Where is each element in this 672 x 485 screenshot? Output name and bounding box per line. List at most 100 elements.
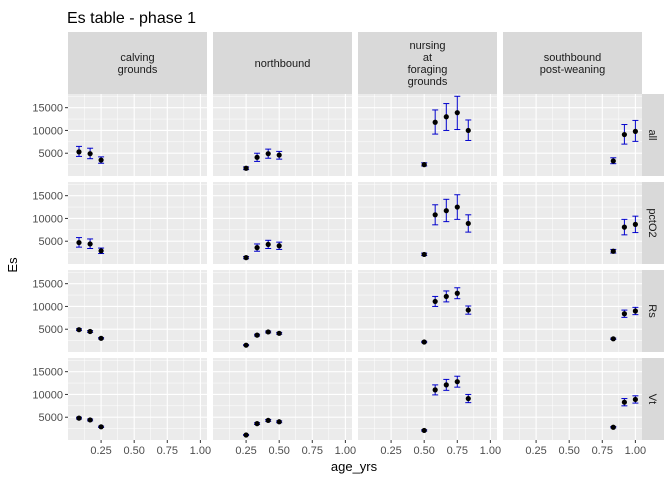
y-tick-label: 5000 xyxy=(39,236,63,248)
panel-Rs-calving xyxy=(68,270,207,352)
data-point xyxy=(276,419,282,425)
facet-strip-label-calving: calving xyxy=(120,52,154,64)
data-point xyxy=(632,308,638,314)
data-point xyxy=(87,241,93,247)
data-point xyxy=(632,221,638,227)
x-tick-label: 0.75 xyxy=(302,445,323,457)
row-strip-Rs xyxy=(642,270,664,352)
facet-strip-label-nursing: at xyxy=(423,52,432,64)
facet-strip-northbound xyxy=(213,32,352,94)
y-tick-label: 10000 xyxy=(32,389,63,401)
facet-strip-label-northbound: northbound xyxy=(255,58,311,70)
y-axis-label: Es xyxy=(5,257,20,273)
x-tick-label: 0.25 xyxy=(90,445,111,457)
x-tick-label: 0.75 xyxy=(447,445,468,457)
data-point xyxy=(610,158,616,164)
panel-all-calving xyxy=(68,94,207,176)
x-tick-label: 1.00 xyxy=(625,445,646,457)
data-point xyxy=(421,427,427,434)
data-point xyxy=(621,224,627,230)
data-point xyxy=(443,114,449,120)
row-strip-label-all: all xyxy=(646,129,658,140)
data-point xyxy=(454,110,460,116)
data-point xyxy=(98,157,104,163)
data-point xyxy=(76,415,82,421)
row-strip-pctO2 xyxy=(642,182,664,264)
data-point xyxy=(432,212,438,218)
data-point xyxy=(621,399,627,405)
panel-Rs-southbound xyxy=(503,270,642,352)
x-tick-label: 0.25 xyxy=(525,445,546,457)
y-tick-label: 10000 xyxy=(32,213,63,225)
data-point xyxy=(421,339,427,345)
data-point xyxy=(265,417,271,424)
data-point xyxy=(254,245,260,251)
panel-pctO2-northbound xyxy=(213,182,352,264)
panel-pctO2-southbound xyxy=(503,182,642,264)
data-point xyxy=(265,241,271,248)
data-point xyxy=(421,251,427,258)
data-point xyxy=(432,119,438,125)
data-point xyxy=(465,307,471,313)
row-strip-label-Vt: Vt xyxy=(646,394,658,404)
row-strip-label-Rs: Rs xyxy=(646,304,658,318)
data-point xyxy=(76,239,82,246)
data-point xyxy=(421,162,427,168)
data-point xyxy=(454,290,460,296)
data-point xyxy=(610,248,616,254)
row-strip-Vt xyxy=(642,358,664,440)
data-point xyxy=(76,327,82,333)
x-tick-label: 0.75 xyxy=(157,445,178,457)
x-tick-label: 1.00 xyxy=(480,445,501,457)
data-point xyxy=(243,255,249,261)
data-point xyxy=(265,151,271,157)
data-point xyxy=(87,328,93,335)
row-strip-label-pctO2: pctO2 xyxy=(646,208,658,237)
data-point xyxy=(87,151,93,157)
facet-strip-label-calving: grounds xyxy=(118,64,158,76)
data-point xyxy=(254,332,260,338)
data-point xyxy=(243,432,249,438)
data-point xyxy=(98,335,104,341)
data-point xyxy=(276,243,282,249)
facet-strip-nursing xyxy=(358,32,497,94)
data-point xyxy=(632,396,638,403)
data-point xyxy=(465,220,471,227)
data-point xyxy=(621,311,627,317)
data-point xyxy=(243,165,249,171)
row-strip-all xyxy=(642,94,664,176)
data-point xyxy=(443,293,449,300)
facet-strip-label-nursing: nursing xyxy=(409,40,445,52)
data-point xyxy=(465,395,471,402)
facet-strip-label-nursing: grounds xyxy=(408,76,448,88)
data-point xyxy=(276,330,282,336)
facet-strip-label-southbound: post-weaning xyxy=(540,64,605,76)
data-point xyxy=(432,298,438,305)
x-tick-label: 0.25 xyxy=(380,445,401,457)
x-tick-label: 0.50 xyxy=(123,445,144,457)
data-point xyxy=(621,131,627,138)
data-point xyxy=(243,342,249,348)
data-point xyxy=(432,387,438,393)
data-point xyxy=(87,417,93,423)
data-point xyxy=(98,248,104,254)
panel-Vt-northbound xyxy=(213,358,352,440)
x-tick-label: 0.25 xyxy=(235,445,256,457)
data-point xyxy=(98,424,104,430)
data-point xyxy=(254,154,260,160)
data-point xyxy=(454,379,460,385)
data-point xyxy=(443,382,449,388)
y-tick-label: 15000 xyxy=(32,279,63,291)
y-tick-label: 15000 xyxy=(32,103,63,115)
data-point xyxy=(610,336,616,342)
y-tick-label: 5000 xyxy=(39,324,63,336)
y-tick-label: 10000 xyxy=(32,125,63,137)
x-tick-label: 1.00 xyxy=(190,445,211,457)
y-tick-label: 15000 xyxy=(32,191,63,203)
facet-strip-southbound xyxy=(503,32,642,94)
y-tick-label: 10000 xyxy=(32,301,63,313)
panel-Vt-southbound xyxy=(503,358,642,440)
data-point xyxy=(76,149,82,155)
